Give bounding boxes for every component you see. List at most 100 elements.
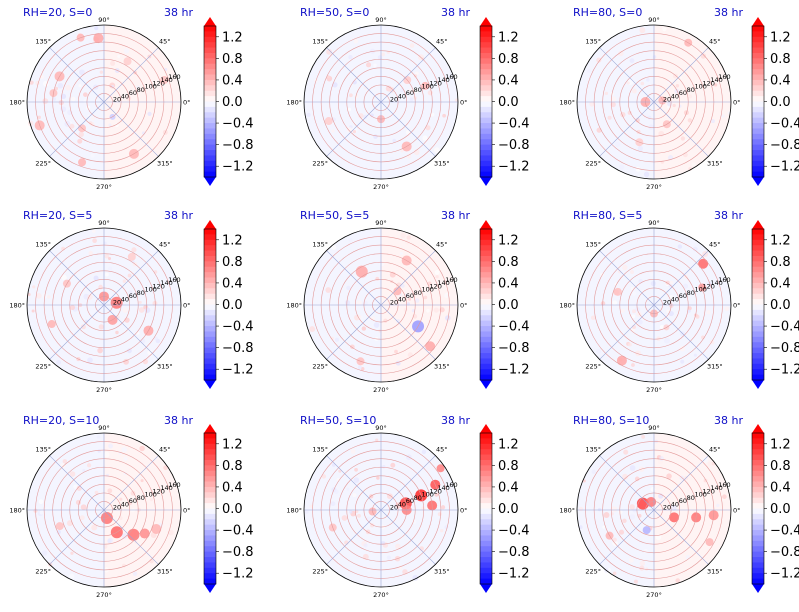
colorbar-band [204, 470, 216, 477]
speckle-mark [73, 295, 78, 300]
speckle-mark [99, 70, 104, 74]
colorbar-band [204, 508, 216, 515]
speckle-mark [629, 514, 636, 520]
speckle-mark [631, 363, 635, 367]
speckle-mark [622, 473, 629, 480]
colorbar-tick-label: 0.4 [498, 480, 519, 495]
colorbar-band [480, 492, 492, 499]
colorbar-tick-label: −1.2 [222, 160, 254, 175]
colorbar-tick-label: −0.4 [770, 524, 799, 539]
r-tick-label: 140 [160, 279, 172, 287]
speckle-mark [405, 239, 410, 245]
speckle-mark [394, 349, 398, 354]
colorbar-band [752, 133, 764, 140]
colorbar-band [752, 117, 764, 124]
colorbar-band [204, 229, 216, 235]
anomaly-mark [425, 341, 436, 352]
colorbar-band [480, 363, 492, 370]
speckle-mark [341, 515, 348, 521]
speckle-mark [321, 474, 327, 479]
speckle-mark [614, 141, 621, 147]
r-tick-label: 140 [710, 484, 722, 492]
colorbar-band [752, 85, 764, 92]
theta-tick-label: 225° [35, 567, 51, 575]
colorbar-band [480, 503, 492, 509]
r-tick-label: 80 [687, 86, 695, 94]
speckle-mark [630, 286, 634, 291]
speckle-mark [633, 579, 638, 584]
speckle-mark [422, 135, 428, 141]
theta-tick-label: 180° [286, 507, 302, 515]
speckle-mark [628, 557, 634, 563]
anomaly-mark [698, 258, 709, 269]
panel-time-label: 38 hr [164, 6, 193, 19]
colorbar-band [480, 497, 492, 504]
colorbar-band [752, 69, 764, 75]
colorbar-band [752, 578, 764, 585]
speckle-mark [147, 349, 153, 356]
colorbar-band [752, 144, 764, 151]
angular-gridline [326, 455, 382, 511]
speckle-mark [442, 113, 446, 118]
theta-tick-label: 315° [707, 362, 723, 370]
colorbar-band [752, 503, 764, 509]
r-tick-label: 120 [429, 79, 441, 87]
colorbar-band [204, 497, 216, 504]
speckle-mark [673, 447, 679, 453]
colorbar-band [752, 150, 764, 156]
speckle-mark [334, 489, 339, 495]
speckle-mark [691, 162, 697, 167]
theta-tick-label: 0° [183, 302, 190, 310]
speckle-mark [363, 85, 368, 90]
speckle-mark [618, 509, 623, 515]
speckle-mark [626, 81, 630, 85]
speckle-mark [56, 359, 61, 365]
colorbar-tick-label: −1.2 [770, 567, 799, 582]
panel-title: RH=50, S=0 [300, 6, 369, 19]
speckle-mark [71, 96, 76, 102]
r-tick-label: 40 [121, 500, 129, 508]
colorbar-band [752, 239, 764, 246]
colorbar: 1.2 0.8 0.4 0.0 −0.4 −0.8 −1.2 [479, 17, 530, 186]
colorbar-band [204, 363, 216, 370]
colorbar-band [752, 74, 764, 81]
theta-tick-label: 90° [648, 16, 660, 24]
speckle-mark [69, 471, 76, 477]
colorbar-band [480, 266, 492, 273]
anomaly-mark [127, 528, 140, 541]
colorbar-band [752, 540, 764, 547]
colorbar-band [480, 470, 492, 477]
r-tick-label: 20 [113, 299, 121, 307]
speckle-mark [76, 485, 82, 491]
colorbar-band [204, 342, 216, 349]
colorbar-tick-label: −1.2 [222, 363, 254, 378]
colorbar-band [480, 567, 492, 574]
panel-time-label: 38 hr [714, 6, 743, 19]
colorbar-band [204, 42, 216, 48]
anomaly-mark [436, 464, 445, 473]
speckle-mark [589, 101, 595, 107]
colorbar-band [752, 470, 764, 477]
colorbar-band [752, 513, 764, 520]
speckle-mark [330, 501, 336, 507]
angular-gridline [380, 250, 436, 306]
colorbar-band [204, 320, 216, 327]
speckle-mark [618, 50, 624, 57]
colorbar-band [204, 454, 216, 461]
colorbar-tick-label: 0.8 [498, 52, 519, 67]
polar-frame [303, 227, 459, 383]
angular-gridline [653, 47, 709, 103]
speckle-mark [724, 306, 730, 312]
theta-tick-label: 180° [9, 302, 25, 310]
speckle-mark [603, 512, 610, 518]
colorbar-band [480, 353, 492, 359]
speckle-mark [604, 91, 609, 95]
speckle-mark [363, 114, 368, 119]
speckle-mark [137, 86, 144, 93]
speckle-mark [400, 149, 404, 153]
polar-frame [303, 432, 459, 588]
speckle-mark [353, 38, 359, 44]
theta-tick-label: 90° [98, 219, 110, 227]
colorbar-band [752, 304, 764, 311]
